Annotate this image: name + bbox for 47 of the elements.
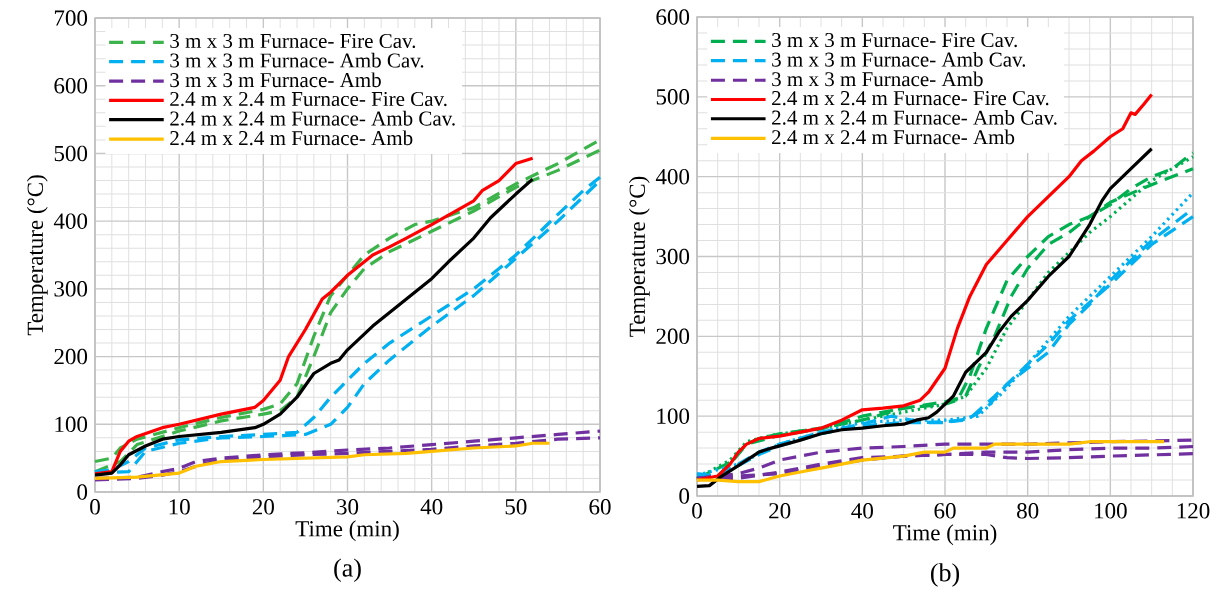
legend-label: 3 m x 3 m Furnace- Amb Cav. bbox=[170, 52, 424, 68]
y-tick-label: 200 bbox=[54, 348, 88, 365]
legend-label: 2.4 m x 2.4 m Furnace- Fire Cav. bbox=[170, 91, 447, 107]
y-tick-label: 500 bbox=[54, 145, 88, 162]
x-tick-label: 40 bbox=[420, 499, 443, 515]
x-axis-title: Time (min) bbox=[295, 520, 399, 542]
legend-label: 3 m x 3 m Furnace- Amb Cav. bbox=[772, 51, 1026, 67]
legend-label: 2.4 m x 2.4 m Furnace- Amb Cav. bbox=[170, 110, 455, 126]
x-tick-label: 20 bbox=[252, 499, 274, 515]
x-tick-label: 50 bbox=[505, 499, 527, 515]
y-tick-label: 600 bbox=[54, 77, 88, 94]
y-axis-title: Temperature (°C) bbox=[628, 176, 650, 337]
y-tick-label: 400 bbox=[53, 213, 88, 229]
x-tick-label: 0 bbox=[90, 499, 100, 515]
text: (a) bbox=[334, 558, 361, 582]
y-tick-label: 300 bbox=[656, 248, 690, 265]
x-tick-label: 120 bbox=[1177, 503, 1210, 519]
y-tick-label: 500 bbox=[656, 89, 690, 105]
legend-label: 3 m x 3 m Furnace- Amb bbox=[772, 71, 983, 87]
x-tick-label: 40 bbox=[851, 503, 873, 519]
legend-label: 2.4 m x 2.4 m Furnace- Amb Cav. bbox=[772, 109, 1057, 125]
legend-label: 3 m x 3 m Furnace- Fire Cav. bbox=[772, 33, 1017, 48]
legend-label: 3 m x 3 m Furnace- Fire Cav. bbox=[170, 33, 416, 49]
y-tick-label: 300 bbox=[54, 281, 88, 297]
x-tick-label: 60 bbox=[934, 503, 956, 519]
x-tick-label: 30 bbox=[337, 499, 359, 515]
legend-label: 3 m x 3 m Furnace- Amb bbox=[170, 72, 381, 88]
x-tick-label: 80 bbox=[1017, 503, 1039, 519]
x-tick-label: 10 bbox=[169, 499, 190, 515]
legend-label: 2.4 m x 2.4 m Furnace- Amb bbox=[170, 130, 413, 146]
y-tick-label: 200 bbox=[656, 328, 690, 345]
legend-label: 2.4 m x 2.4 m Furnace- Fire Cav. bbox=[772, 91, 1049, 106]
y-tick-label: 600 bbox=[656, 9, 690, 25]
y-tick-label: 400 bbox=[655, 168, 690, 185]
y-tick-label: 0 bbox=[77, 484, 88, 500]
x-tick-label: 20 bbox=[769, 503, 791, 519]
x-tick-label: 100 bbox=[1095, 503, 1127, 519]
x-tick-label: 60 bbox=[589, 499, 611, 515]
y-tick-label: 0 bbox=[679, 488, 690, 504]
x-tick-label: 0 bbox=[692, 503, 702, 519]
y-tick-label: 700 bbox=[54, 10, 88, 26]
x-axis-title: Time (min) bbox=[893, 524, 997, 546]
y-tick-label: 100 bbox=[55, 416, 88, 433]
legend-label: 2.4 m x 2.4 m Furnace- Amb bbox=[772, 129, 1015, 145]
y-axis-title: Temperature (°C) bbox=[26, 175, 48, 336]
y-tick-label: 100 bbox=[657, 408, 690, 424]
text: (b) bbox=[930, 563, 960, 587]
